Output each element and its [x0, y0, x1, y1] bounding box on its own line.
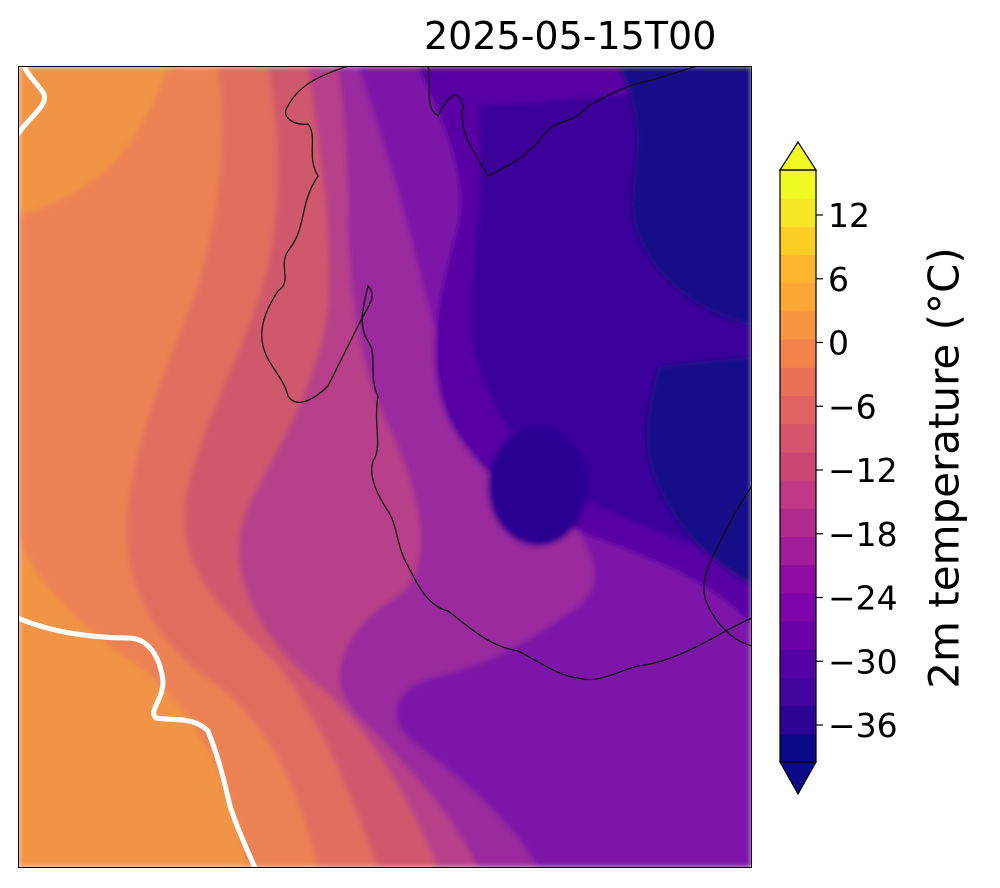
colorbar-outline — [779, 169, 817, 763]
colorbar-segment — [780, 677, 816, 707]
colorbar-tick-label: 0 — [828, 324, 849, 363]
colorbar-tick-label: −36 — [828, 706, 898, 745]
coastline-east — [703, 485, 752, 647]
colorbar-tick-label: −30 — [828, 642, 898, 681]
field-cold-pocket — [488, 426, 588, 546]
colorbar-segment — [780, 705, 816, 735]
colorbar-segment — [780, 254, 816, 284]
colorbar-extend-min — [778, 761, 818, 796]
colorbar-segment — [780, 508, 816, 537]
coastline — [261, 66, 752, 681]
field-cold-east — [646, 356, 752, 586]
coastline-north — [427, 66, 699, 177]
border-line-north — [18, 66, 48, 137]
colorbar-label: 2m temperature (°C) — [919, 247, 969, 689]
colorbar-segment — [780, 592, 816, 622]
colorbar-segment — [780, 170, 816, 199]
colorbar-segment — [780, 423, 816, 453]
colorbar: 12 6 0 −6 −12 −18 −24 −30 −36 — [778, 140, 898, 796]
colorbar-tick-label: −24 — [828, 579, 898, 618]
colorbar-segment — [780, 310, 816, 340]
colorbar-segment — [780, 339, 816, 368]
colorbar-segment — [780, 621, 816, 650]
colorbar-segment — [780, 226, 816, 256]
colorbar-segment — [780, 367, 816, 397]
colorbar-segment — [780, 198, 816, 227]
border-line-south — [18, 615, 258, 868]
colorbar-segment — [780, 282, 816, 312]
colorbar-tick-label: −18 — [828, 515, 898, 554]
colorbar-extend-max — [778, 140, 818, 171]
colorbar-tick-label: −6 — [828, 387, 877, 426]
colorbar-segment — [780, 395, 816, 425]
field-cold-north — [618, 66, 752, 326]
colorbar-segment — [780, 733, 816, 763]
colorbar-segment — [780, 536, 816, 566]
temperature-map — [18, 66, 752, 868]
colorbar-segment — [780, 451, 816, 481]
colorbar-tick-label: 12 — [828, 196, 870, 235]
colorbar-tick-label: −12 — [828, 451, 898, 490]
colorbar-segment — [780, 649, 816, 678]
colorbar-tick-label: 6 — [828, 260, 849, 299]
colorbar-segment — [780, 480, 816, 509]
plot-title: 2025-05-15T00 — [424, 14, 717, 58]
colorbar-segment — [780, 564, 816, 594]
